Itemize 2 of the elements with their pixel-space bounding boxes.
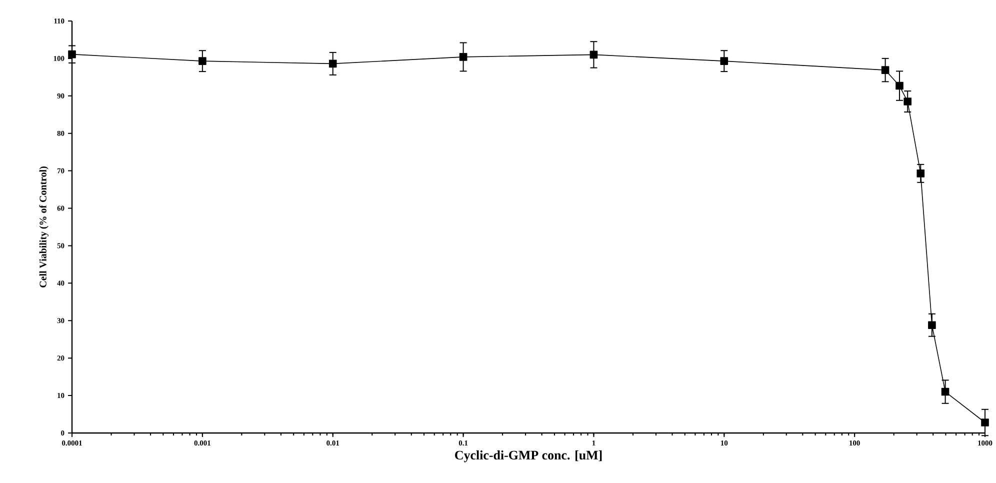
x-axis-title: Cyclic-di-GMP conc. [uM] (455, 450, 602, 462)
y-axis-title: Cell Viability (% of Control) (39, 166, 48, 288)
